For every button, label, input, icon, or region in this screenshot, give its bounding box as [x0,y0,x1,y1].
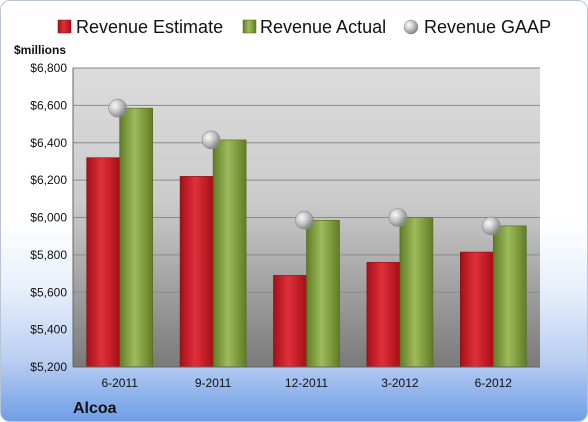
company-name: Alcoa [73,400,117,417]
x-tick-label: 9-2011 [195,376,232,390]
gaap-marker [108,98,127,118]
y-axis-unit-label: $millions [14,43,66,57]
legend-label-gaap: Revenue GAAP [424,17,551,37]
legend-marker-gaap [403,19,419,35]
legend-swatch-estimate [57,19,72,34]
legend: Revenue Estimate Revenue Actual Revenue … [57,17,551,37]
actual-bar [492,225,527,368]
legend-label-estimate: Revenue Estimate [76,17,223,37]
legend-swatch-actual [242,19,257,34]
estimate-bar [459,251,494,368]
actual-bar [306,220,340,368]
y-tick-label: $5,800 [30,248,67,262]
y-tick-label: $5,600 [30,285,67,299]
x-tick-label: 12-2011 [285,376,328,390]
x-axis: 6-2011 9-2011 12-2011 3-2012 6-2012 [73,366,540,390]
y-tick-label: $6,800 [30,61,67,75]
x-tick-label: 6-2011 [101,376,138,390]
estimate-bar [179,176,214,368]
gaap-marker [201,130,221,150]
estimate-bar [273,275,307,368]
gaap-markers [108,98,501,236]
y-tick-label: $5,400 [30,323,67,337]
x-tick-label: 3-2012 [381,376,419,390]
gaap-marker [481,216,501,236]
y-tick-label: $6,000 [30,211,67,225]
y-tick-label: $5,200 [30,360,67,374]
bars [86,107,527,368]
y-tick-label: $6,200 [30,173,67,187]
gaap-marker [295,211,314,230]
estimate-bar [366,262,401,368]
actual-bar [212,139,247,368]
y-tick-label: $6,600 [30,98,67,112]
estimate-bar [86,157,120,368]
y-tick-label: $6,400 [30,136,67,150]
y-axis: $5,200 $5,400 $5,600 $5,800 $6,000 $6,200 $6,4… [30,61,74,374]
x-tick-label: 6-2012 [475,376,513,390]
actual-bar [399,217,434,368]
actual-bar [119,107,153,368]
gaap-marker [388,208,408,227]
legend-label-actual: Revenue Actual [260,17,386,37]
